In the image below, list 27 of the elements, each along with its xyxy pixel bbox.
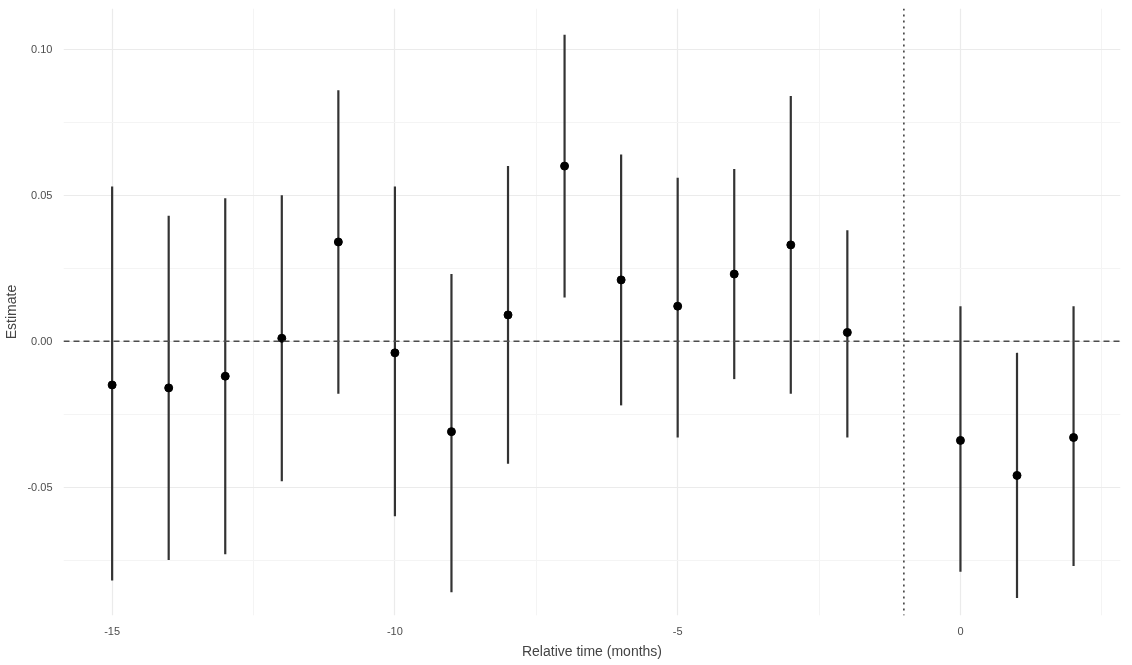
x-tick-label: -5 <box>672 624 683 637</box>
point <box>786 240 796 250</box>
point <box>842 327 852 337</box>
x-tick-label: -10 <box>386 624 403 637</box>
point <box>1069 432 1079 442</box>
point <box>673 301 683 311</box>
point <box>729 269 739 279</box>
x-tick-label: -15 <box>104 624 121 637</box>
point <box>1012 470 1022 480</box>
point <box>446 427 456 437</box>
y-axis-title: Estimate <box>3 284 20 340</box>
x-axis-title: Relative time (months) <box>521 642 663 659</box>
y-tick-label: -0.05 <box>27 481 53 494</box>
point <box>503 310 513 320</box>
point <box>560 161 570 171</box>
y-tick-label: 0.10 <box>31 43 53 56</box>
x-tick-label: 0 <box>957 624 964 637</box>
point <box>333 237 343 247</box>
point <box>277 333 287 343</box>
point <box>390 348 400 358</box>
point <box>164 383 174 393</box>
point <box>107 380 117 390</box>
y-tick-label: 0.05 <box>31 189 53 202</box>
point <box>220 371 230 381</box>
y-tick-label: 0.00 <box>31 335 53 348</box>
point <box>616 275 626 285</box>
point <box>955 435 965 445</box>
